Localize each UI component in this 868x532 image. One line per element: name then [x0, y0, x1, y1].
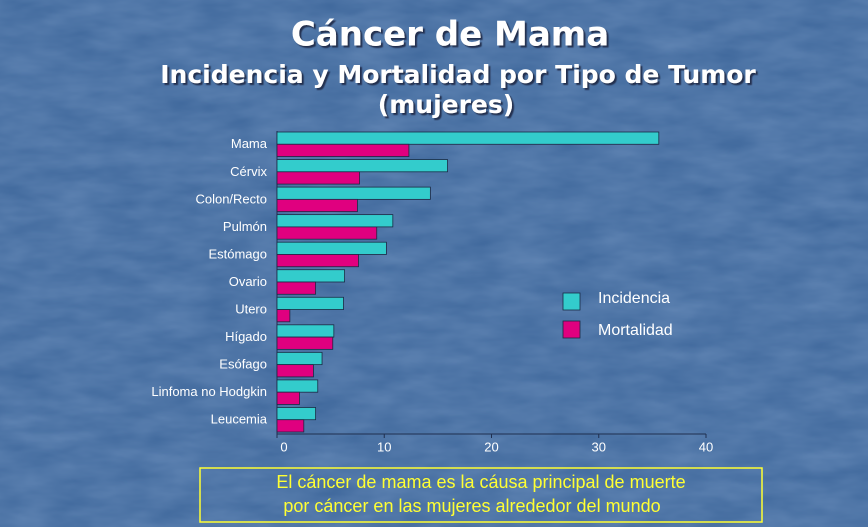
category-label: Leucemia — [211, 412, 268, 427]
bar — [276, 281, 317, 295]
legend-label: Mortalidad — [598, 322, 673, 339]
category-label: Mama — [231, 136, 268, 151]
legend-swatch — [562, 320, 581, 339]
category-label: Cérvix — [230, 164, 267, 179]
x-tick-label: 40 — [699, 439, 713, 454]
category-label: Colon/Recto — [195, 191, 267, 206]
bar — [276, 214, 394, 228]
category-label: Linfoma no Hodgkin — [151, 384, 267, 399]
category-label: Ovario — [229, 274, 267, 289]
bar — [276, 309, 291, 323]
bar — [276, 419, 305, 433]
x-tick-label: 10 — [377, 439, 391, 454]
bar — [276, 391, 300, 405]
category-label: Esófago — [219, 357, 267, 372]
bar — [276, 143, 410, 157]
legend-label: Incidencia — [598, 290, 670, 307]
bar — [276, 364, 314, 378]
bar — [276, 269, 345, 283]
x-tick-label: 0 — [280, 439, 287, 454]
category-label: Pulmón — [223, 219, 267, 234]
bar — [276, 241, 387, 255]
subtitle: (mujeres) — [378, 90, 514, 119]
x-tick-label: 30 — [592, 439, 606, 454]
bar — [276, 336, 334, 350]
category-label: Utero — [235, 301, 267, 316]
bar — [276, 254, 359, 268]
bar — [276, 186, 431, 200]
bar — [276, 171, 360, 185]
note: por cáncer en las mujeres alrededor del … — [283, 496, 660, 516]
bar — [276, 296, 344, 310]
bar — [276, 324, 335, 338]
title: Cáncer de Mama — [291, 15, 609, 55]
bar — [276, 351, 323, 366]
subtitle: Incidencia y Mortalidad por Tipo de Tumo… — [160, 60, 756, 89]
bar — [276, 226, 378, 240]
bar — [276, 407, 317, 421]
x-tick-label: 20 — [484, 439, 498, 454]
legend-swatch — [562, 292, 581, 311]
bar — [276, 379, 319, 393]
category-label: Hígado — [225, 329, 267, 344]
bar — [276, 198, 358, 213]
bar — [276, 131, 660, 145]
bar — [276, 159, 448, 173]
note: El cáncer de mama es la cáusa principal … — [276, 472, 685, 492]
note-box — [199, 467, 763, 523]
category-label: Estómago — [208, 246, 267, 261]
